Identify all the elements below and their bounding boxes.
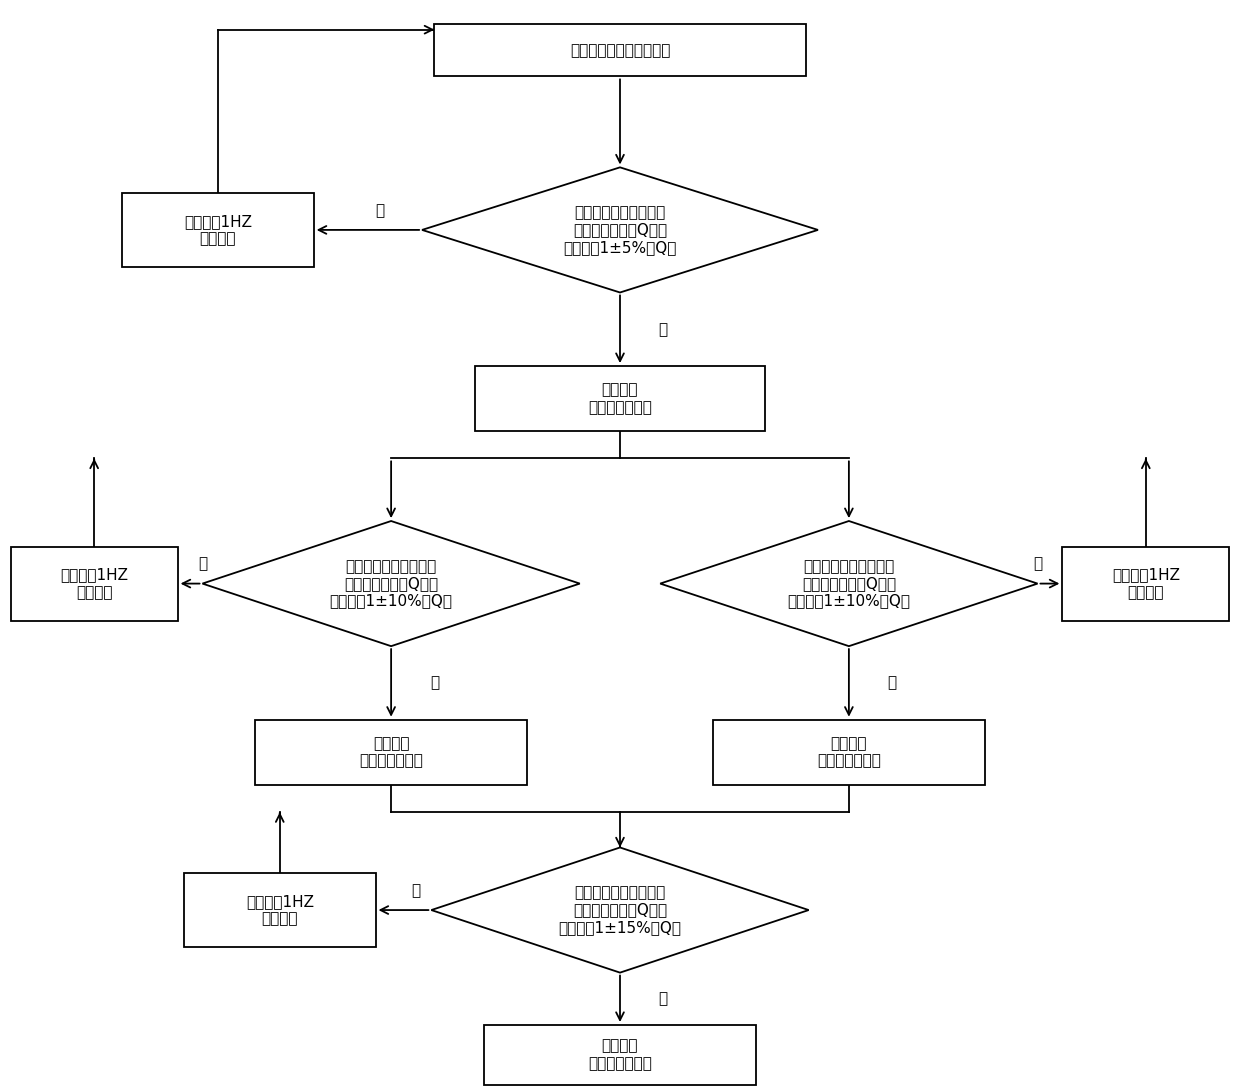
Polygon shape — [202, 521, 580, 646]
Text: 否: 否 — [198, 556, 207, 572]
Text: 变频器以1HZ
幅度调频: 变频器以1HZ 幅度调频 — [61, 567, 128, 600]
Polygon shape — [660, 521, 1038, 646]
Text: 变频器以1HZ
幅度调频: 变频器以1HZ 幅度调频 — [1112, 567, 1179, 600]
Text: 风机理论计算工况下运行: 风机理论计算工况下运行 — [570, 43, 670, 58]
Bar — [713, 720, 985, 784]
Text: 否: 否 — [376, 203, 384, 218]
Polygon shape — [432, 848, 808, 973]
Text: 变频器以1HZ
幅度调频: 变频器以1HZ 幅度调频 — [246, 894, 314, 926]
Text: 分风风机
预设工况下运行: 分风风机 预设工况下运行 — [588, 1039, 652, 1071]
Text: 是: 是 — [888, 675, 897, 691]
Text: 分风风机装机巷风速传
感器监测供风量Q供是
否等于（1±15%）Q需: 分风风机装机巷风速传 感器监测供风量Q供是 否等于（1±15%）Q需 — [558, 885, 682, 935]
Polygon shape — [422, 167, 818, 292]
Text: 是: 是 — [430, 675, 439, 691]
Text: 否: 否 — [1033, 556, 1042, 572]
Text: 否: 否 — [412, 883, 420, 898]
Text: 回风风机
预设工况下运行: 回风风机 预设工况下运行 — [360, 736, 423, 768]
Text: 是: 是 — [658, 322, 668, 337]
Bar — [255, 720, 527, 784]
Text: 进风风机
预设工况下运行: 进风风机 预设工况下运行 — [817, 736, 880, 768]
Bar — [475, 365, 765, 431]
Bar — [122, 193, 314, 267]
Bar — [484, 1024, 756, 1084]
Text: 出风风机装机巷风速传
感器监测供风量Q供是
否等于（1±5%）Q需: 出风风机装机巷风速传 感器监测供风量Q供是 否等于（1±5%）Q需 — [563, 205, 677, 255]
Bar — [184, 873, 376, 947]
Text: 回风风机装机巷风速传
感器监测供风量Q供是
否等于（1±10%）Q需: 回风风机装机巷风速传 感器监测供风量Q供是 否等于（1±10%）Q需 — [330, 559, 453, 609]
Bar — [434, 24, 806, 76]
Text: 进风风机装机巷风速传
感器监测供风量Q供是
否等于（1±10%）Q需: 进风风机装机巷风速传 感器监测供风量Q供是 否等于（1±10%）Q需 — [787, 559, 910, 609]
Bar — [11, 547, 177, 621]
Text: 出风风机
预设工况下运行: 出风风机 预设工况下运行 — [588, 382, 652, 415]
Bar — [1063, 547, 1229, 621]
Text: 是: 是 — [658, 992, 668, 1006]
Text: 变频器以1HZ
幅度调频: 变频器以1HZ 幅度调频 — [184, 214, 252, 247]
